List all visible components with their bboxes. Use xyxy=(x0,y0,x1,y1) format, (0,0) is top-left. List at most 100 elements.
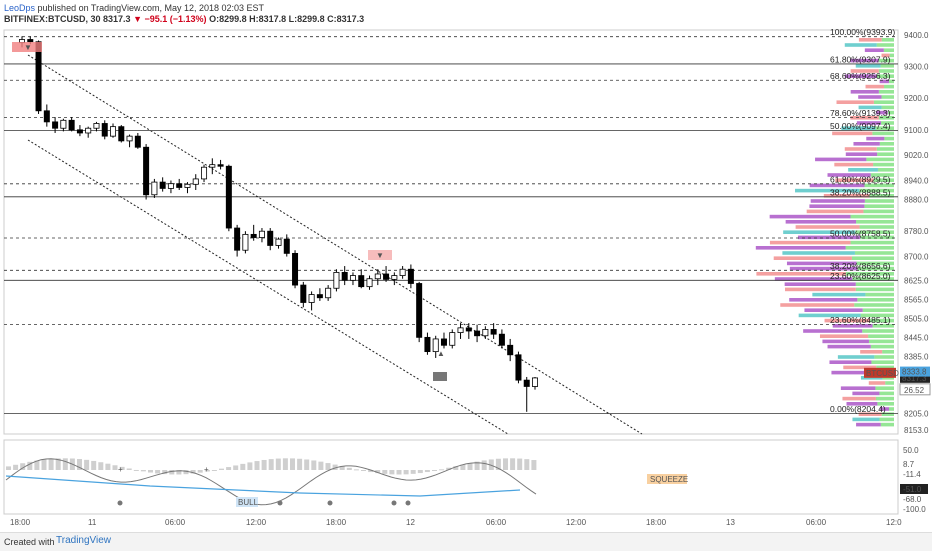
candle[interactable] xyxy=(126,134,133,148)
candle[interactable] xyxy=(93,121,100,132)
candle[interactable] xyxy=(341,266,348,286)
volume-bar-up xyxy=(882,350,894,354)
candle[interactable] xyxy=(333,269,340,292)
candle[interactable] xyxy=(60,118,67,132)
candle[interactable] xyxy=(308,291,315,311)
candle[interactable] xyxy=(424,332,431,355)
candle[interactable] xyxy=(407,264,414,289)
candle[interactable] xyxy=(283,234,290,257)
candle[interactable] xyxy=(383,266,390,282)
candle[interactable] xyxy=(134,132,141,149)
candle[interactable] xyxy=(225,164,232,232)
fib-level-label: 61.80%(9307.9) xyxy=(830,54,891,64)
price-axis-tick: 9100.0 xyxy=(904,126,929,135)
time-axis-tick: 18:00 xyxy=(326,518,347,527)
candle[interactable] xyxy=(217,159,224,170)
candle[interactable] xyxy=(292,250,299,289)
candle[interactable] xyxy=(242,231,249,254)
candle[interactable] xyxy=(358,269,365,289)
volume-bar-up xyxy=(855,282,894,286)
histogram-bar xyxy=(233,465,239,470)
candle[interactable] xyxy=(184,182,191,194)
candle[interactable] xyxy=(167,180,174,194)
candle[interactable] xyxy=(416,281,423,343)
histogram-bar xyxy=(531,460,537,470)
volume-bar-up xyxy=(872,131,894,136)
candle[interactable] xyxy=(176,178,183,191)
candle[interactable] xyxy=(465,323,472,339)
author-name[interactable]: LeoDps xyxy=(4,3,36,13)
histogram-bar xyxy=(432,470,437,471)
candle[interactable] xyxy=(85,126,92,138)
volume-bar-up xyxy=(854,251,894,255)
volume-bar-up xyxy=(876,43,894,47)
candle-body xyxy=(43,110,50,123)
candle-body xyxy=(52,121,59,129)
candle[interactable] xyxy=(151,178,158,198)
candle[interactable] xyxy=(325,285,332,301)
candle[interactable] xyxy=(366,275,373,290)
candle-body xyxy=(374,273,381,280)
candle[interactable] xyxy=(374,269,381,286)
candle[interactable] xyxy=(440,332,447,349)
histogram-bar xyxy=(368,470,374,473)
chart-canvas[interactable]: 100.00%(9393.9) 61.80%(9307.9) 68.60%(9256… xyxy=(0,0,932,532)
volume-bar-down xyxy=(789,298,858,302)
candle[interactable] xyxy=(523,376,530,412)
candle[interactable] xyxy=(507,338,514,362)
published-text: published on TradingView.com, May 12, 20… xyxy=(37,3,265,13)
histogram-bar xyxy=(183,470,189,475)
candle[interactable] xyxy=(316,288,323,301)
candle[interactable] xyxy=(76,125,83,137)
candle[interactable] xyxy=(250,224,257,241)
candle[interactable] xyxy=(391,272,398,286)
tradingview-logo[interactable]: TradingView xyxy=(56,535,112,546)
candle[interactable] xyxy=(267,228,274,251)
candle[interactable] xyxy=(275,237,282,249)
candle[interactable] xyxy=(515,351,522,384)
volume-bar-up xyxy=(845,272,894,276)
volume-bar-down xyxy=(832,324,873,328)
candle[interactable] xyxy=(35,40,42,114)
candle[interactable] xyxy=(300,281,307,308)
candle[interactable] xyxy=(192,174,199,191)
candle[interactable] xyxy=(68,117,75,132)
volume-bar-down xyxy=(858,95,882,99)
candle[interactable] xyxy=(498,329,505,349)
histogram-bar xyxy=(481,460,487,470)
candle-body xyxy=(110,126,117,137)
candle[interactable] xyxy=(532,376,539,390)
histogram-bar xyxy=(84,459,90,470)
volume-bar-down xyxy=(798,313,861,318)
candle[interactable] xyxy=(432,335,439,358)
histogram-bar xyxy=(176,470,182,475)
candle-body xyxy=(201,166,208,180)
volume-bar-down xyxy=(829,360,872,364)
candle[interactable] xyxy=(143,144,150,200)
candle[interactable] xyxy=(209,158,216,175)
candle[interactable] xyxy=(118,125,125,143)
candle[interactable] xyxy=(449,329,456,349)
candle[interactable] xyxy=(110,123,117,138)
candle[interactable] xyxy=(201,164,208,183)
candle[interactable] xyxy=(457,323,464,339)
candle-body xyxy=(267,230,274,246)
candle[interactable] xyxy=(399,266,406,279)
volume-bar-up xyxy=(851,256,894,260)
candle[interactable] xyxy=(43,104,50,127)
candle[interactable] xyxy=(349,272,356,286)
candle[interactable] xyxy=(474,324,481,343)
candle[interactable] xyxy=(234,224,241,257)
volume-bar-up xyxy=(868,339,894,344)
candle[interactable] xyxy=(159,177,166,192)
candle[interactable] xyxy=(52,117,59,133)
candle[interactable] xyxy=(490,323,497,339)
volume-bar-down xyxy=(864,48,884,52)
histogram-bar xyxy=(453,466,459,470)
candle[interactable] xyxy=(482,326,489,339)
histogram-bar xyxy=(133,469,139,471)
volume-bar-down xyxy=(844,147,877,151)
volume-bar-up xyxy=(879,417,894,422)
candle[interactable] xyxy=(258,228,265,243)
candle[interactable] xyxy=(101,120,108,140)
